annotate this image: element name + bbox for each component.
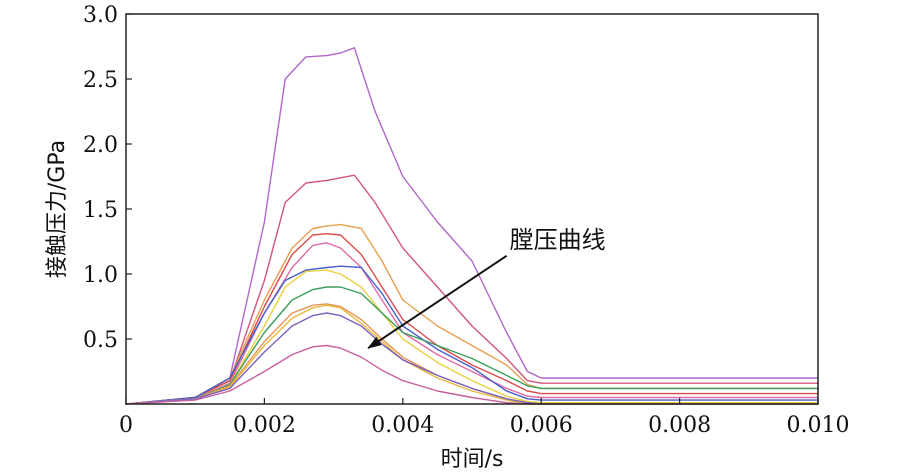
y-tick-label: 3.0 [83,3,118,28]
series-line-3 [125,223,819,405]
x-axis-label: 时间/s [441,447,504,472]
x-tick-label: 0.004 [371,413,434,438]
series-line-4 [125,233,819,405]
annotation-arrow [367,254,508,349]
series-line-7 [125,269,819,405]
annotation-text: 膛压曲线 [510,226,606,254]
y-tick-label: 2.0 [83,133,118,158]
y-tick-label: 1.0 [83,263,118,288]
series-line-2 [125,174,819,405]
x-tick-label: 0.010 [787,413,850,438]
tick-layer: 0 0.002 0.004 0.006 0.008 0.010 0.5 1.0 1.5 2.0 2.… [83,3,849,438]
y-tick-label: 0.5 [83,328,118,353]
series-line-12 [125,344,819,405]
series-line-8 [125,286,819,405]
x-tick-label: 0.002 [233,413,296,438]
y-tick-label: 2.5 [83,68,118,93]
series-line-6 [125,265,819,405]
x-tick-label: 0.008 [648,413,711,438]
y-tick-label: 1.5 [83,198,118,223]
x-tick-label: 0.006 [510,413,573,438]
series-line-1 [125,47,819,405]
series-line-10 [125,304,819,405]
series-line-11 [125,312,819,405]
y-axis-label: 接触压力/GPa [45,140,70,278]
x-tick-label: 0 [119,413,133,438]
series-layer [125,47,819,405]
annotation-layer: 膛压曲线 [367,226,606,349]
